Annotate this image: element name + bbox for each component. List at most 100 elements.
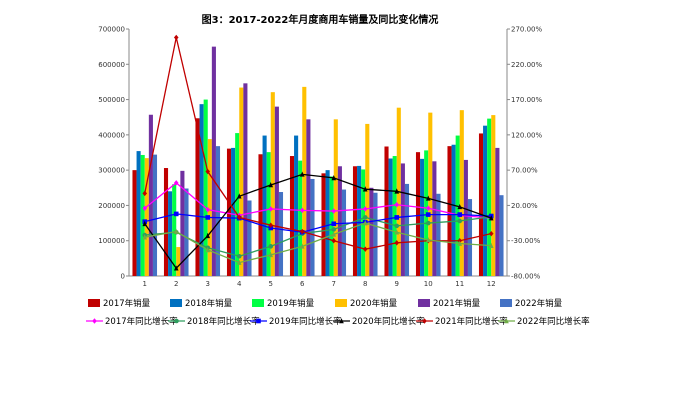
bar xyxy=(373,192,378,276)
legend-swatch xyxy=(88,299,100,307)
y-right-tick-label: -80.00% xyxy=(511,273,541,281)
line-point xyxy=(142,220,148,227)
bar xyxy=(478,133,484,276)
line-point xyxy=(457,218,463,224)
x-tick-label: 6 xyxy=(300,280,305,288)
legend-swatch xyxy=(418,299,430,307)
line-point xyxy=(331,208,337,214)
y-right-tick-label: 220.00% xyxy=(511,61,542,69)
line-point xyxy=(504,318,509,324)
bar xyxy=(144,158,149,276)
legend-label: 2021年销量 xyxy=(433,298,481,309)
legend-label: 2017年销量 xyxy=(103,298,151,309)
line-point xyxy=(331,175,337,181)
bar xyxy=(325,170,330,276)
bar xyxy=(495,147,500,276)
line-point xyxy=(268,244,274,249)
x-tick-label: 11 xyxy=(455,280,464,288)
line-point xyxy=(457,203,463,210)
bar xyxy=(176,247,181,276)
legend-swatch xyxy=(252,299,264,307)
bar xyxy=(132,170,137,276)
line-point xyxy=(299,243,305,249)
line-point xyxy=(236,253,242,259)
series-line xyxy=(144,173,492,270)
x-tick-label: 10 xyxy=(424,280,433,288)
line-point xyxy=(362,206,368,212)
line-point xyxy=(173,211,179,217)
line-point xyxy=(299,207,305,214)
legend-swatch xyxy=(335,299,347,307)
bar xyxy=(136,151,141,276)
bar xyxy=(298,160,303,276)
bar xyxy=(231,147,236,276)
x-tick-label: 8 xyxy=(363,280,367,288)
line-point xyxy=(256,318,261,324)
y-left-tick-label: 100000 xyxy=(98,237,125,245)
bar xyxy=(357,165,362,276)
line-point xyxy=(173,34,179,41)
line-point xyxy=(362,246,368,252)
bar xyxy=(207,139,212,276)
line-point xyxy=(362,220,368,226)
line-point xyxy=(268,206,274,212)
legend-label: 2019年销量 xyxy=(267,298,315,309)
line-point xyxy=(457,240,463,246)
bar xyxy=(447,146,452,276)
line-point xyxy=(422,318,427,324)
line-point xyxy=(268,225,274,231)
line-point xyxy=(339,318,344,324)
line-point xyxy=(362,186,368,192)
line-point xyxy=(268,251,274,258)
line-point xyxy=(425,195,431,201)
bar xyxy=(266,152,271,276)
bar xyxy=(199,104,204,276)
bar xyxy=(306,119,311,277)
bar xyxy=(329,176,334,276)
bar xyxy=(274,106,279,276)
bar xyxy=(278,192,284,276)
bar xyxy=(432,161,437,276)
x-tick-label: 3 xyxy=(206,280,210,288)
line-point xyxy=(331,238,337,244)
y-right-tick-label: 70.00% xyxy=(511,167,538,175)
x-tick-label: 7 xyxy=(332,280,336,288)
line-point xyxy=(488,215,494,221)
bar xyxy=(404,183,410,276)
line-point xyxy=(142,205,148,211)
line-point xyxy=(362,215,368,220)
y-left-tick-label: 300000 xyxy=(98,167,125,175)
x-tick-label: 12 xyxy=(487,280,496,288)
legend-label: 2022年销量 xyxy=(515,298,563,309)
line-point xyxy=(236,193,242,199)
line-point xyxy=(331,221,337,227)
bar xyxy=(420,158,425,276)
line-point xyxy=(174,318,179,324)
y-right-tick-label: 170.00% xyxy=(511,96,542,104)
bar xyxy=(180,170,185,276)
legend-label: 2018年销量 xyxy=(185,298,233,309)
bar xyxy=(428,112,433,277)
line-point xyxy=(394,223,400,229)
bar xyxy=(243,83,248,276)
line-point xyxy=(425,205,431,211)
bar xyxy=(203,99,208,276)
y-left-tick-label: 700000 xyxy=(98,26,125,34)
legend-swatch xyxy=(170,299,182,307)
line-point xyxy=(488,242,494,248)
y-left-tick-label: 400000 xyxy=(98,131,125,139)
x-tick-label: 5 xyxy=(269,280,273,288)
y-left-tick-label: 200000 xyxy=(98,202,125,210)
legend-label: 2021年同比增长率 xyxy=(435,316,508,327)
x-tick-label: 1 xyxy=(143,280,147,288)
line-point xyxy=(457,212,463,217)
line-point xyxy=(394,229,400,235)
bar xyxy=(211,46,216,277)
bar xyxy=(384,146,389,276)
y-left-tick-label: 0 xyxy=(121,273,125,281)
line-point xyxy=(268,182,274,188)
bar xyxy=(415,152,421,276)
bar xyxy=(152,154,158,276)
